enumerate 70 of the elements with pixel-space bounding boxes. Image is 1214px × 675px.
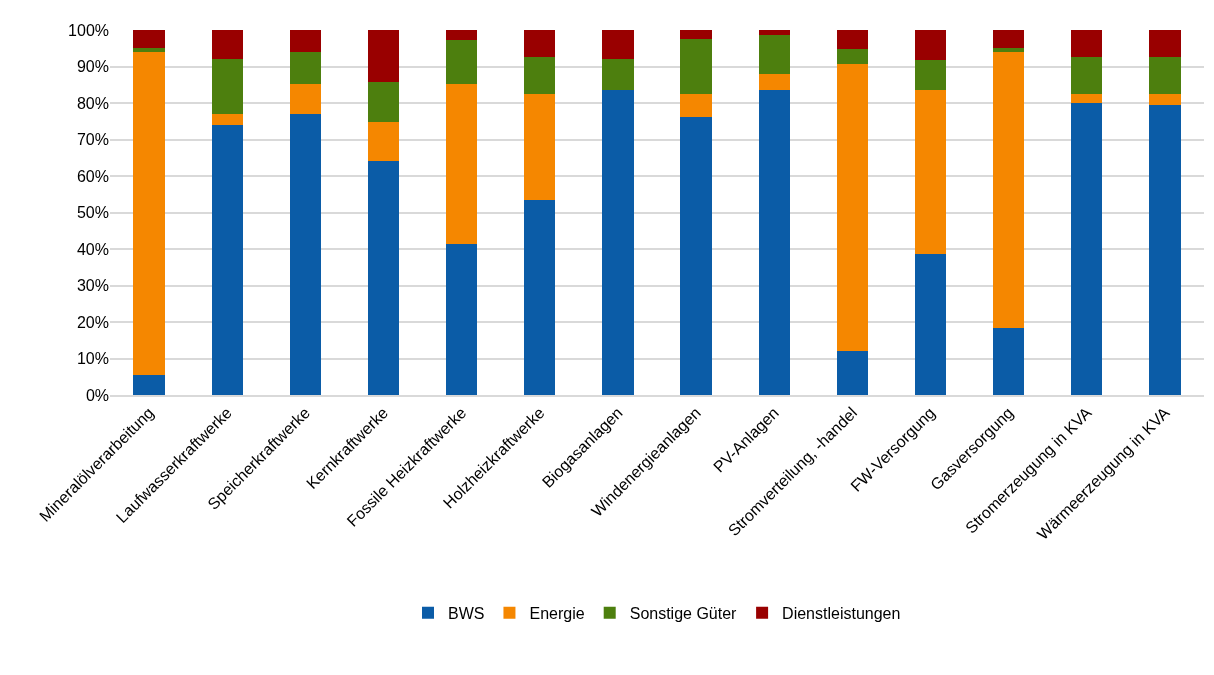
- bar: [133, 47, 165, 52]
- legend-label: Dienstleistungen: [782, 604, 901, 622]
- y-tick-label: 30%: [76, 277, 109, 295]
- y-tick-label: 10%: [76, 350, 109, 368]
- bar: [993, 47, 1025, 52]
- bar: [1149, 93, 1181, 105]
- bar: [524, 93, 556, 200]
- bar: [446, 30, 478, 40]
- bar: [758, 90, 790, 395]
- bar: [1149, 104, 1181, 395]
- legend-label: Sonstige Güter: [629, 604, 738, 622]
- bar: [367, 122, 400, 162]
- bar: [1071, 57, 1103, 94]
- bar: [836, 63, 868, 352]
- bar: [133, 51, 165, 375]
- y-tick-label: 90%: [76, 58, 109, 76]
- bar: [680, 30, 712, 40]
- bar: [524, 57, 556, 94]
- y-tick-label: 70%: [76, 131, 109, 149]
- y-tick-label: 60%: [76, 167, 109, 185]
- bar: [289, 83, 321, 114]
- bar: [993, 51, 1025, 329]
- bar: [1071, 103, 1103, 395]
- bar: [680, 39, 712, 95]
- bar: [367, 81, 400, 123]
- bar: [211, 30, 243, 60]
- legend-label: Energie: [529, 604, 585, 622]
- bar: [289, 30, 321, 52]
- bar: [914, 59, 947, 90]
- bar: [602, 30, 634, 60]
- bar: [211, 59, 243, 114]
- bar: [1071, 93, 1103, 103]
- bar: [993, 30, 1025, 48]
- bar: [602, 90, 634, 395]
- bar: [133, 374, 165, 395]
- bar: [680, 116, 712, 395]
- bar: [133, 30, 165, 48]
- bar: [836, 49, 868, 64]
- bar: [758, 73, 790, 91]
- bar: [1149, 30, 1181, 58]
- bar: [758, 30, 790, 36]
- bar: [289, 113, 321, 395]
- bar: [602, 59, 634, 91]
- bar: [211, 124, 243, 395]
- bar: [289, 51, 321, 84]
- bar: [524, 30, 556, 58]
- bar: [367, 161, 400, 395]
- bar: [446, 83, 478, 245]
- bar: [680, 94, 712, 117]
- y-tick-label: 40%: [76, 240, 109, 258]
- bar: [758, 35, 790, 74]
- y-tick-label: 50%: [76, 204, 109, 222]
- y-tick-label: 100%: [68, 21, 109, 39]
- bar: [993, 328, 1025, 395]
- bar: [836, 30, 868, 50]
- bar: [446, 244, 478, 395]
- bar: [446, 39, 478, 84]
- bar: [1149, 57, 1181, 94]
- bar: [914, 254, 947, 395]
- bar: [211, 113, 243, 125]
- bar: [914, 89, 947, 255]
- bar: [836, 351, 868, 395]
- bar: [524, 199, 556, 395]
- y-tick-label: 0%: [85, 386, 109, 404]
- y-tick-label: 80%: [76, 94, 109, 112]
- legend-label: BWS: [448, 604, 485, 622]
- bar: [1071, 30, 1103, 58]
- bar: [914, 30, 947, 60]
- bar: [367, 30, 400, 82]
- y-tick-label: 20%: [76, 313, 109, 331]
